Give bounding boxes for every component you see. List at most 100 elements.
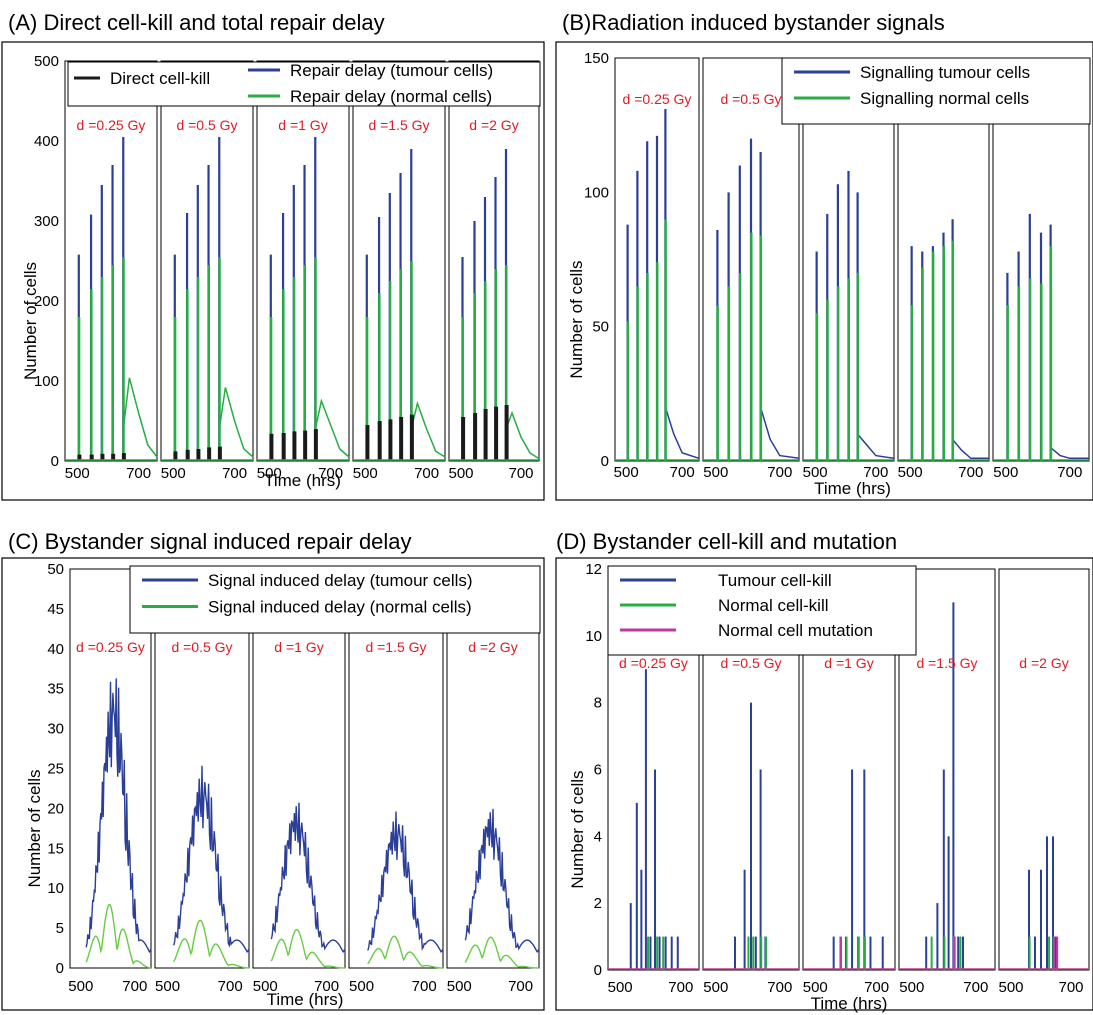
- normal-delay-line: [85, 903, 151, 969]
- series-tail-line: [857, 433, 895, 460]
- x-tick-label: 500: [448, 465, 473, 482]
- chart-title: (B)Radiation induced bystander signals: [562, 10, 945, 35]
- chart-a: (A) Direct cell-kill and total repair de…: [1, 10, 545, 501]
- x-tick-label: 700: [414, 465, 439, 482]
- dose-label: d =1.5 Gy: [368, 117, 429, 133]
- y-tick-label: 0: [51, 453, 59, 470]
- dose-label: d =1 Gy: [824, 655, 873, 671]
- chart-frame: [555, 41, 1093, 501]
- tumour-delay-line: [85, 678, 152, 954]
- x-tick-label: 700: [958, 464, 983, 481]
- panel-frame: [998, 568, 1090, 971]
- panel-frame: [348, 568, 444, 969]
- panel-frame: [352, 60, 446, 462]
- y-tick-label: 200: [34, 293, 59, 310]
- y-tick-label: 50: [592, 319, 609, 336]
- x-axis-label: Time (hrs): [811, 994, 888, 1013]
- dose-label: d =0.25 Gy: [619, 655, 688, 671]
- x-tick-label: 500: [155, 978, 180, 995]
- x-tick-label: 700: [863, 464, 888, 481]
- dose-label: d =0.5 Gy: [720, 655, 781, 671]
- y-tick-label: 10: [585, 628, 602, 645]
- chart-d: (D) Bystander cell-kill and mutation 0 2 4 6…: [555, 529, 1093, 1013]
- panel-4: 500 700 d =1.5 Gy: [352, 60, 446, 482]
- dose-label: d =2 Gy: [469, 117, 518, 133]
- x-tick-label: 700: [508, 978, 533, 995]
- dose-label: d =1.5 Gy: [916, 655, 977, 671]
- panel-2: 500 700 d =0.5 Gy: [160, 60, 254, 482]
- y-tick-label: 15: [47, 840, 64, 857]
- dose-label: d =0.5 Gy: [176, 117, 237, 133]
- legend: Signal induced delay (tumour cells) Signa…: [129, 565, 541, 634]
- dose-label: d =1.5 Gy: [365, 639, 426, 655]
- legend-label: Repair delay (normal cells): [290, 87, 492, 106]
- legend: Signalling tumour cells Signalling normal…: [781, 57, 1091, 125]
- x-tick-label: 700: [318, 465, 343, 482]
- chart-frame: [1, 41, 545, 501]
- panel-frame: [446, 568, 540, 969]
- legend-box: [781, 57, 1091, 125]
- y-tick-label: 0: [601, 453, 609, 470]
- x-tick-label: 500: [703, 979, 728, 996]
- x-tick-label: 500: [614, 464, 639, 481]
- y-axis-label: Number of cells: [21, 262, 40, 380]
- series-tail-line: [218, 387, 254, 458]
- tumour-delay-line: [270, 802, 346, 954]
- normal-delay-line: [173, 919, 250, 969]
- series-tail-line: [505, 410, 540, 460]
- y-tick-label: 40: [47, 641, 64, 658]
- legend-label: Direct cell-kill: [110, 69, 210, 88]
- chart-title: (A) Direct cell-kill and total repair de…: [8, 10, 385, 35]
- panel-frame: [64, 60, 158, 462]
- x-tick-label: 700: [670, 464, 695, 481]
- dose-label: d =0.25 Gy: [623, 91, 692, 107]
- x-tick-label: 700: [412, 978, 437, 995]
- dose-label: d =0.25 Gy: [76, 639, 145, 655]
- panel-1: 500 700 d =0.25 Gy: [68, 568, 152, 995]
- panel-2: 500 700 d =0.5 Gy: [702, 57, 800, 481]
- panel-1: 500 700 d =0.25 Gy: [614, 57, 700, 481]
- tumour-delay-line: [464, 808, 540, 954]
- chart-frame: [555, 557, 1093, 1011]
- legend-label: Signal induced delay (tumour cells): [208, 571, 473, 590]
- normal-delay-line: [464, 936, 539, 969]
- x-tick-label: 500: [65, 465, 90, 482]
- panel-frame: [69, 568, 152, 969]
- x-tick-label: 700: [122, 978, 147, 995]
- legend-label: Signalling tumour cells: [860, 63, 1030, 82]
- y-tick-label: 6: [594, 762, 602, 779]
- y-tick-label: 10: [47, 880, 64, 897]
- x-tick-label: 500: [898, 464, 923, 481]
- y-axis-label: Number of cells: [567, 260, 586, 378]
- tumour-delay-line: [173, 765, 250, 954]
- y-tick-label: 400: [34, 133, 59, 150]
- x-tick-label: 500: [68, 978, 93, 995]
- x-tick-label: 500: [447, 978, 472, 995]
- series-tail-line: [122, 377, 158, 458]
- y-tick-label: 8: [594, 695, 602, 712]
- x-tick-label: 700: [1057, 464, 1082, 481]
- x-tick-label: 500: [257, 465, 282, 482]
- y-tick-label: 4: [594, 828, 602, 845]
- panel-2: 500 700 d =0.5 Gy: [154, 568, 250, 995]
- legend-label: Signal induced delay (normal cells): [208, 598, 472, 617]
- x-tick-label: 500: [353, 465, 378, 482]
- legend-label: Normal cell mutation: [718, 621, 873, 640]
- x-tick-label: 700: [314, 978, 339, 995]
- x-tick-label: 500: [899, 979, 924, 996]
- y-tick-label: 0: [594, 962, 602, 979]
- x-tick-label: 500: [703, 464, 728, 481]
- y-tick-label: 100: [584, 184, 609, 201]
- series-tail-line: [664, 407, 700, 460]
- x-tick-label: 500: [993, 464, 1018, 481]
- x-tick-label: 500: [608, 979, 633, 996]
- x-axis-label: Time (hrs): [814, 479, 891, 498]
- y-tick-label: 30: [47, 721, 64, 738]
- legend-label: Signalling normal cells: [860, 89, 1029, 108]
- y-tick-label: 35: [47, 681, 64, 698]
- panel-frame: [448, 60, 540, 462]
- x-tick-label: 700: [668, 979, 693, 996]
